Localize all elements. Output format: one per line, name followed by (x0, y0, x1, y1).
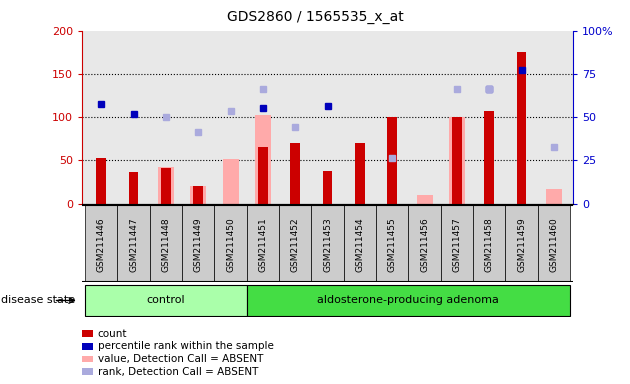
Bar (182, 205, 214, 282)
Bar (85, 285, 247, 316)
Bar (505, 205, 538, 282)
Text: GSM211446: GSM211446 (97, 217, 106, 271)
Bar (311, 205, 344, 282)
Text: GSM211460: GSM211460 (549, 217, 558, 272)
Text: count: count (98, 329, 127, 339)
Bar (290, 143, 300, 204)
Bar (376, 205, 408, 282)
Bar (161, 168, 171, 204)
Bar (355, 143, 365, 204)
Bar (279, 205, 311, 282)
Bar (449, 117, 465, 204)
Text: GSM211455: GSM211455 (387, 217, 397, 272)
Bar (255, 114, 271, 204)
Bar (416, 195, 433, 204)
Text: GSM211454: GSM211454 (355, 217, 364, 271)
Bar (473, 205, 505, 282)
Text: value, Detection Call = ABSENT: value, Detection Call = ABSENT (98, 354, 263, 364)
Text: GSM211453: GSM211453 (323, 217, 332, 272)
Bar (408, 205, 441, 282)
Text: GSM211447: GSM211447 (129, 217, 138, 271)
Text: GSM211459: GSM211459 (517, 217, 526, 272)
Text: GSM211458: GSM211458 (484, 217, 494, 272)
Text: GSM211451: GSM211451 (258, 217, 268, 272)
Text: disease state: disease state (1, 295, 76, 306)
Bar (387, 117, 397, 204)
Bar (247, 205, 279, 282)
Bar (222, 159, 239, 204)
Text: rank, Detection Call = ABSENT: rank, Detection Call = ABSENT (98, 367, 258, 377)
Bar (214, 205, 247, 282)
Text: control: control (147, 295, 185, 306)
Bar (546, 189, 562, 204)
Bar (129, 172, 139, 204)
Bar (85, 205, 117, 282)
Bar (117, 205, 150, 282)
Bar (452, 117, 462, 204)
Bar (517, 52, 527, 204)
Bar (441, 205, 473, 282)
Text: aldosterone-producing adenoma: aldosterone-producing adenoma (318, 295, 500, 306)
Bar (323, 171, 333, 204)
Bar (258, 147, 268, 204)
Text: percentile rank within the sample: percentile rank within the sample (98, 341, 273, 351)
Text: GSM211452: GSM211452 (291, 217, 300, 271)
Text: GSM211450: GSM211450 (226, 217, 235, 272)
Bar (193, 186, 203, 204)
Text: GDS2860 / 1565535_x_at: GDS2860 / 1565535_x_at (227, 10, 403, 23)
Bar (247, 285, 570, 316)
Bar (150, 205, 182, 282)
Bar (538, 205, 570, 282)
Bar (158, 167, 174, 204)
Bar (484, 111, 494, 204)
Text: GSM211457: GSM211457 (452, 217, 461, 272)
Bar (96, 158, 106, 204)
Text: GSM211449: GSM211449 (194, 217, 203, 271)
Text: GSM211456: GSM211456 (420, 217, 429, 272)
Text: GSM211448: GSM211448 (161, 217, 171, 271)
Bar (344, 205, 376, 282)
Bar (190, 186, 207, 204)
